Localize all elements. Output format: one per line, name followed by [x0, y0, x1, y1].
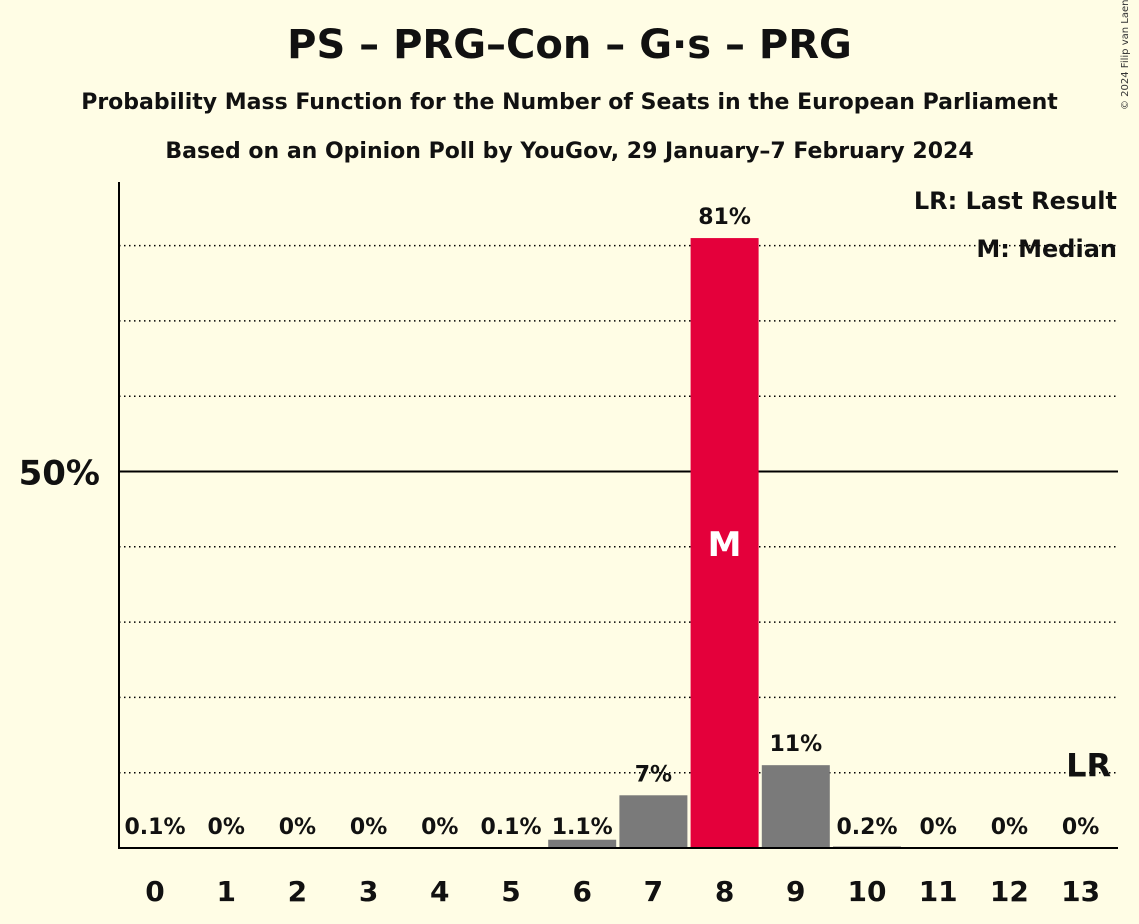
chart-title: PS – PRG–Con – G·s – PRG — [287, 22, 852, 68]
x-tick-label: 1 — [216, 875, 235, 908]
bar-seat-7 — [619, 795, 688, 848]
median-marker: M — [708, 525, 742, 565]
x-tick-label: 11 — [919, 875, 958, 908]
data-label: 7% — [635, 762, 672, 787]
x-tick-label: 12 — [990, 875, 1029, 908]
x-tick-label: 3 — [359, 875, 378, 908]
y-tick-label: 50% — [19, 454, 100, 494]
x-tick-label: 6 — [572, 875, 591, 908]
x-tick-label: 5 — [501, 875, 520, 908]
bar-seat-6 — [548, 839, 617, 848]
data-label: 0% — [279, 815, 316, 840]
x-tick-label: 13 — [1061, 875, 1100, 908]
data-label: 0% — [991, 815, 1028, 840]
x-tick-label: 2 — [288, 875, 307, 908]
data-label: 11% — [769, 732, 822, 757]
data-label: 0.1% — [480, 815, 541, 840]
data-label: 0% — [350, 815, 387, 840]
x-tick-label: 0 — [145, 875, 164, 908]
x-tick-label: 10 — [848, 875, 887, 908]
data-label: 0% — [208, 815, 245, 840]
chart-source: Based on an Opinion Poll by YouGov, 29 J… — [165, 139, 974, 164]
data-label: 0% — [1062, 815, 1099, 840]
data-label: 1.1% — [552, 815, 613, 840]
x-tick-label: 8 — [715, 875, 734, 908]
x-tick-label: 7 — [644, 875, 663, 908]
data-label: 0% — [421, 815, 458, 840]
bar-seat-8 — [690, 238, 759, 848]
x-tick-label: 4 — [430, 875, 449, 908]
legend-median: M: Median — [976, 235, 1117, 263]
legend-last-result: LR: Last Result — [914, 187, 1117, 215]
data-label: 0% — [920, 815, 957, 840]
data-label: 81% — [698, 205, 751, 230]
last-result-marker: LR — [1066, 747, 1111, 785]
bar-seat-9 — [761, 765, 830, 848]
x-tick-label: 9 — [786, 875, 805, 908]
chart-subtitle: Probability Mass Function for the Number… — [81, 90, 1058, 115]
data-label: 0.2% — [836, 815, 897, 840]
data-label: 0.1% — [124, 815, 185, 840]
